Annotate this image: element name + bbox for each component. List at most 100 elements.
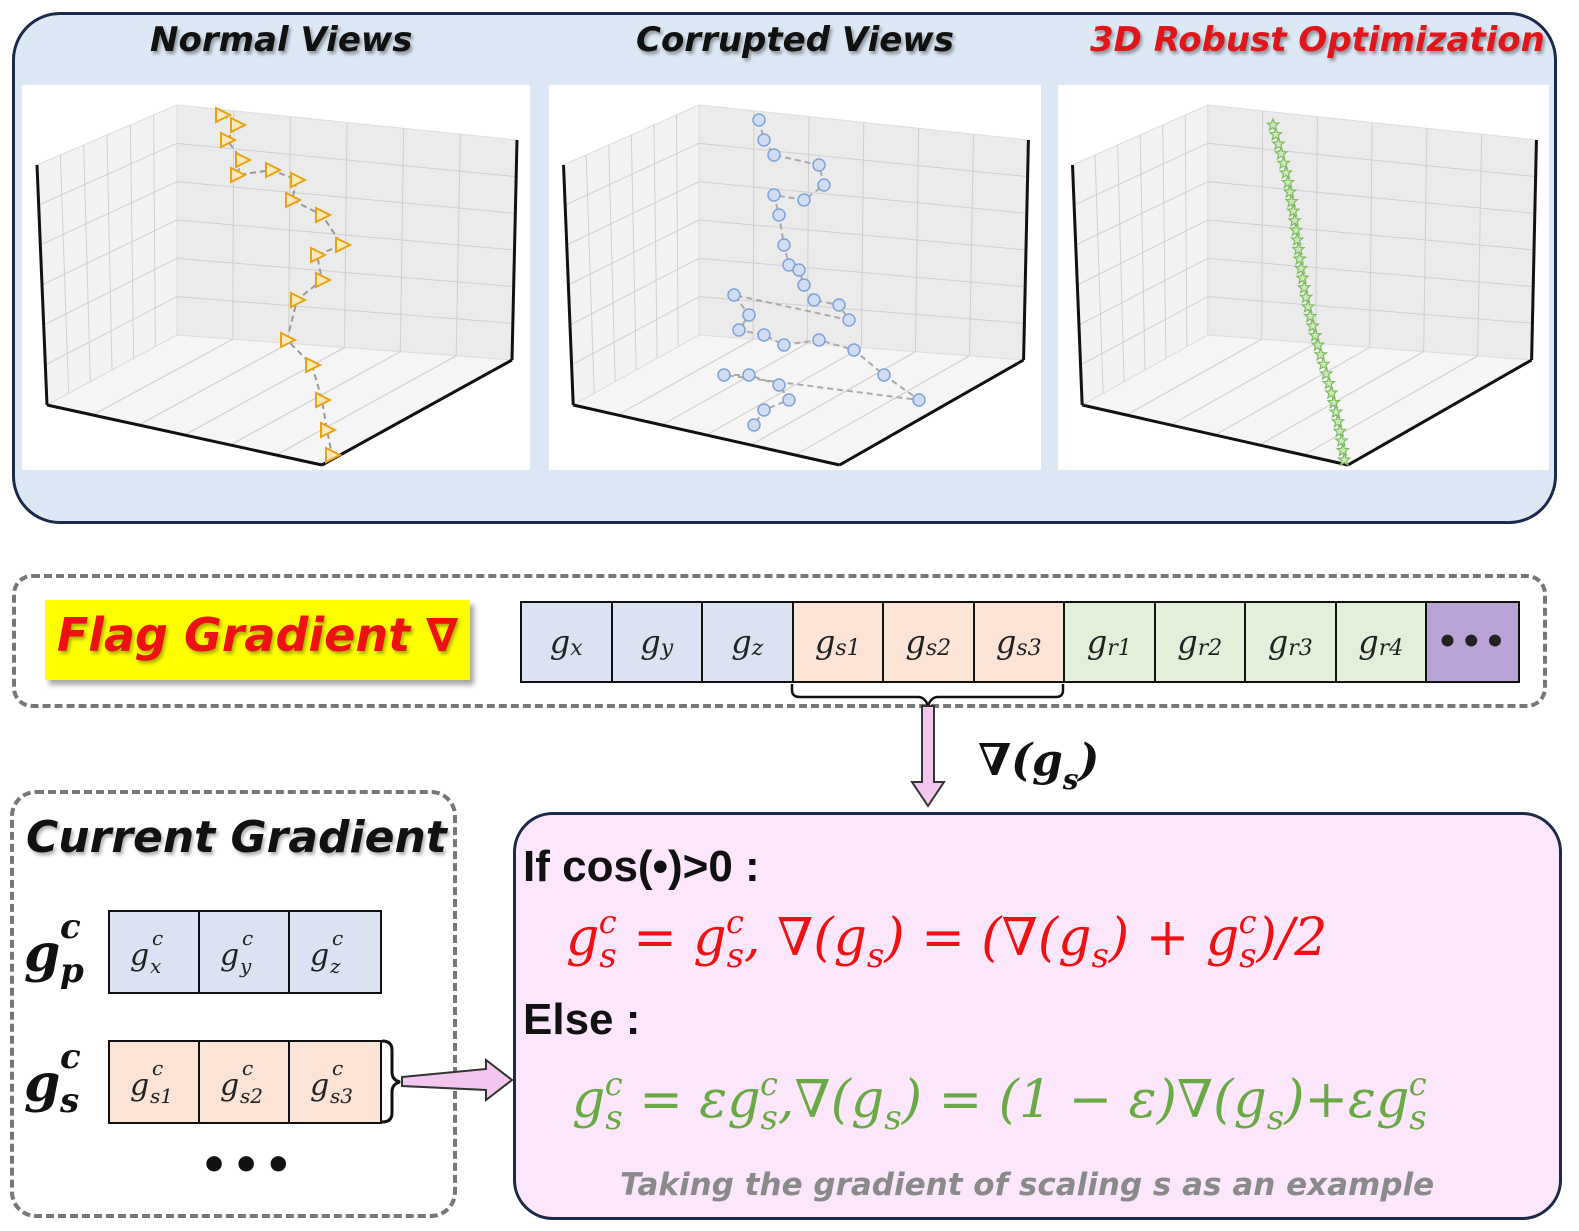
plot-robust-optimization [1058,85,1549,470]
formula-part: c [604,1065,623,1103]
gradient-cell-sub: y [660,635,674,661]
grid-line [176,296,513,324]
trajectory-marker [1289,232,1305,247]
trajectory-marker [797,193,811,207]
grid-line [1214,347,1370,436]
title-normal-views: Normal Views [150,20,413,60]
trajectory-marker [1278,165,1294,180]
gradient-cell-sub: r2 [1197,635,1223,661]
if-condition-label: If cos(•)>0 : [523,842,760,891]
axis-back [1022,139,1030,361]
grid-line [275,355,457,456]
axis-back [510,139,519,361]
formula-part: c [759,1065,778,1103]
gpc-sub: p [60,951,84,991]
grid-line [1080,296,1209,366]
trajectory-marker [230,166,248,184]
gradient-cell-base: g [995,623,1017,661]
trajectory-marker [812,333,826,347]
trajectory-marker [1268,126,1284,141]
nabla-gs-sub: s [1062,762,1079,796]
current-cell-base: g [130,938,150,973]
trajectory-marker [315,206,333,224]
axis-front [46,403,323,467]
trajectory-marker [1265,117,1281,132]
gradient-cell-sub: r4 [1378,635,1404,661]
formula-part: ,∇(g [777,1070,885,1130]
gradient-cell-r1: g r1 [1065,603,1156,681]
plot-corrupted-views [549,85,1041,470]
trajectory-marker [265,161,283,179]
trajectory-marker [220,131,238,149]
current-cell-sup: c [242,1056,254,1080]
gsc-base: g [24,1053,61,1114]
grid-line [1170,342,1316,426]
gsc-label: g c s [24,1040,81,1118]
gradient-cell-s1: g s1 [793,603,884,681]
gradient-cell-s2: g s2 [884,603,975,681]
trajectory-marker [320,421,338,439]
else-update-formula: gsc = εgsc,∇(gs) = (1 − ε)∇(gs)+εgsc [572,1065,1427,1138]
trajectory-marker [1273,146,1289,160]
formula-part: c [1238,903,1257,941]
gradient-cell-sub: r1 [1107,635,1132,661]
formula-part: g [566,908,600,968]
trajectory-marker [717,368,731,382]
formula-part: s [884,1098,902,1138]
gradient-cell-base: g [640,623,661,661]
grid-line [45,296,178,366]
grid-line [1126,338,1263,416]
trajectory-marker [772,378,786,392]
gradient-cell-r3: g r3 [1246,603,1337,681]
formula-part: s [1239,936,1257,976]
trajectory-marker [1276,155,1291,170]
current-cell-sup: c [332,926,344,950]
current-gradient-group [10,790,457,1218]
trajectory-marker [1280,174,1296,189]
formula-part: s [1266,1098,1285,1138]
current-scaling-gradient-vector: g c s1 g c s2 g c s3 [108,1040,382,1124]
formula-part: ) = (∇(g [884,908,1092,968]
current-cell-sup: c [152,926,164,950]
grid-line [794,355,970,456]
formula-part: s [599,936,617,976]
trajectory-marker [230,116,248,134]
trajectory-marker [767,188,781,202]
grid-line [1303,355,1478,456]
trajectory-marker [777,338,791,352]
axis-front [572,403,840,467]
trajectory-marker [747,418,761,432]
example-note: Taking the gradient of scaling s as an e… [620,1167,1435,1203]
formula-part: c [1408,1065,1427,1103]
formula-part: s [866,936,885,976]
trajectory-marker [1287,213,1302,227]
trajectory-marker [742,368,756,382]
trajectory-marker [1303,308,1318,323]
gradient-cell-base: g [1358,623,1379,661]
gradient-cell-r4: g r4 [1336,603,1427,681]
trajectory-marker [1293,260,1309,275]
current-cell-base: g [220,938,240,973]
gpc-sup: c [60,907,81,947]
gsc-sup: c [60,1037,81,1077]
else-label: Else : [523,995,641,1044]
trajectory-marker [877,368,891,382]
trajectory-marker [912,393,926,407]
trajectory-marker [757,328,771,342]
gradient-cell-sub: x [570,635,583,661]
gsc-sub: s [60,1081,80,1121]
flag-gradient-group [12,574,1547,708]
grid-line [699,296,1025,324]
if-update-formula: gsc = gsc, ∇(gs) = (∇(gs) + gsc)/2 [566,903,1327,976]
update-rule-box [513,812,1562,1220]
formula-part: )+εg [1284,1070,1410,1130]
grid-line [92,338,234,416]
trajectory-marker [1285,203,1301,218]
grid-line [661,342,808,426]
nabla-gs-text: ∇(g [978,735,1063,786]
current-cell-sup: c [332,1056,344,1080]
current-cell-s1: g c s1 [110,1042,200,1122]
